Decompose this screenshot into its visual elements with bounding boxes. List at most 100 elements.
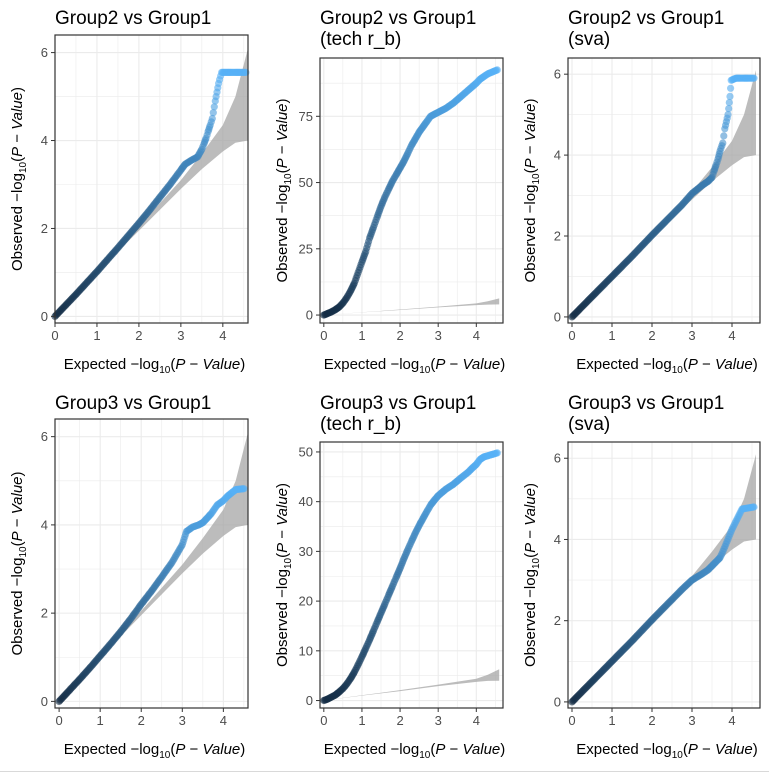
x-tick-label: 2 — [135, 328, 142, 343]
y-axis-label: Observed −log10(P − Value) — [9, 87, 29, 271]
y-tick-label: 0 — [41, 694, 48, 709]
x-tick-label: 2 — [648, 713, 655, 728]
x-axis-label: Expected −log10(P − Value) — [64, 741, 246, 761]
data-point — [724, 111, 732, 119]
y-tick-label: 2 — [554, 229, 561, 244]
x-axis-label: Expected −log10(P − Value) — [64, 356, 246, 376]
data-point — [493, 449, 501, 457]
plot-background — [320, 58, 503, 323]
panel-title: (tech r_b) — [320, 29, 401, 50]
x-tick-label: 3 — [688, 328, 695, 343]
x-axis-label: Expected −log10(P − Value) — [324, 741, 506, 761]
y-tick-label: 4 — [554, 532, 561, 547]
data-point — [750, 74, 758, 82]
data-point — [208, 114, 216, 123]
data-point — [720, 132, 728, 140]
x-tick-label: 4 — [473, 328, 480, 343]
qq-panel-4: Group3 vs Group1 0 1 2 3 4 0 2 4 6 Expected −log10… — [9, 393, 249, 761]
y-tick-label: 0 — [554, 694, 561, 709]
y-tick-label: 0 — [554, 309, 561, 324]
y-tick-label: 2 — [41, 221, 48, 236]
x-tick-label: 2 — [396, 328, 403, 343]
panel-title: Group3 vs Group1 — [55, 393, 211, 414]
x-tick-label: 0 — [51, 328, 58, 343]
y-tick-label: 0 — [306, 308, 313, 323]
qq-panel-5: Group3 vs Group1(tech r_b)0 1 2 3 4010203040… — [274, 393, 505, 761]
panel-border — [567, 441, 761, 709]
qq-panel-3: Group2 vs Group1(sva) 0 1 2 3 4 0 2 4 6 Expected −… — [522, 8, 761, 376]
x-tick-label: 3 — [688, 713, 695, 728]
data-point — [725, 98, 733, 107]
x-tick-label: 1 — [358, 328, 365, 343]
panel-border — [54, 34, 249, 324]
y-tick-label: 6 — [41, 429, 48, 444]
x-tick-label: 1 — [608, 328, 615, 343]
y-tick-label: 50 — [299, 175, 313, 190]
x-tick-label: 1 — [93, 328, 100, 343]
data-point — [726, 92, 734, 100]
data-point — [725, 105, 733, 113]
x-tick-label: 0 — [320, 713, 327, 728]
y-tick-label: 6 — [554, 451, 561, 466]
panel-title: (sva) — [568, 29, 610, 50]
y-tick-label: 6 — [554, 67, 561, 82]
qq-panel-6: Group3 vs Group1(sva) 0 1 2 3 4 0 2 4 6 Expected −… — [522, 393, 761, 761]
y-axis-label: Observed −log10(P − Value) — [9, 471, 29, 655]
y-tick-label: 2 — [554, 613, 561, 628]
x-axis-label: Expected −log10(P − Value) — [324, 356, 506, 376]
y-tick-label: 10 — [299, 643, 313, 658]
panel-border — [567, 57, 761, 324]
x-tick-label: 0 — [568, 713, 575, 728]
panel-title: (tech r_b) — [320, 414, 401, 435]
panel-title: Group2 vs Group1 — [320, 8, 476, 29]
x-tick-label: 2 — [138, 713, 145, 728]
x-tick-label: 4 — [728, 328, 735, 343]
x-tick-label: 0 — [320, 328, 327, 343]
panel-title: Group3 vs Group1 — [568, 393, 724, 414]
y-tick-label: 4 — [41, 133, 48, 148]
x-tick-label: 1 — [97, 713, 104, 728]
plot-background — [320, 442, 503, 708]
x-tick-label: 4 — [728, 713, 735, 728]
data-point — [750, 503, 758, 511]
x-tick-label: 4 — [220, 713, 227, 728]
y-axis-label: Observed −log10(P − Value) — [274, 483, 294, 667]
x-tick-label: 4 — [219, 328, 226, 343]
x-tick-label: 1 — [358, 713, 365, 728]
y-axis-label: Observed −log10(P − Value) — [522, 483, 542, 667]
panel-title: Group2 vs Group1 — [568, 8, 724, 29]
x-tick-label: 0 — [55, 713, 62, 728]
panel-title: Group2 vs Group1 — [55, 8, 211, 29]
data-point — [209, 109, 217, 117]
x-tick-label: 3 — [435, 328, 442, 343]
x-tick-label: 0 — [568, 328, 575, 343]
x-axis-label: Expected −log10(P − Value) — [576, 741, 758, 761]
y-tick-label: 50 — [299, 444, 313, 459]
data-point — [727, 84, 735, 92]
y-tick-label: 2 — [41, 606, 48, 621]
x-tick-label: 1 — [608, 713, 615, 728]
data-point — [240, 485, 248, 493]
x-tick-label: 3 — [179, 713, 186, 728]
x-tick-label: 4 — [473, 713, 480, 728]
y-axis-label: Observed −log10(P − Value) — [274, 98, 294, 282]
x-axis-label: Expected −log10(P − Value) — [576, 356, 758, 376]
panel-border — [319, 57, 504, 324]
x-tick-label: 2 — [648, 328, 655, 343]
y-tick-label: 30 — [299, 544, 313, 559]
y-tick-label: 20 — [299, 594, 313, 609]
data-point — [719, 139, 727, 147]
x-tick-label: 3 — [435, 713, 442, 728]
y-tick-label: 0 — [306, 693, 313, 708]
panel-border — [54, 418, 249, 709]
panel-border — [319, 441, 504, 709]
y-tick-label: 40 — [299, 494, 313, 509]
panel-title: Group3 vs Group1 — [320, 393, 476, 414]
y-tick-label: 75 — [299, 109, 313, 124]
plot-background — [568, 442, 760, 708]
data-point — [210, 103, 218, 111]
y-tick-label: 25 — [299, 241, 313, 256]
qq-panel-2: Group2 vs Group1(tech r_b) 0 1 2 3 4 0 25 50 75 Ex… — [274, 8, 505, 376]
x-tick-label: 3 — [177, 328, 184, 343]
